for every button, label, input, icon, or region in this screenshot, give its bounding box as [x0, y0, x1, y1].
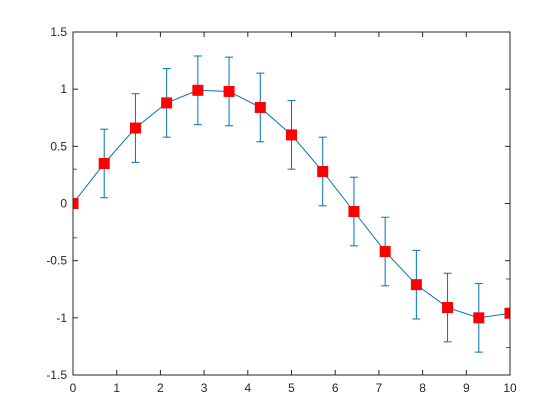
x-tick-label: 10 — [503, 381, 517, 395]
tick-labels: 0 1 2 3 4 5 6 7 8 9 10 1.5 1 0.5 0 -0.5 -1 -1.5 — [46, 25, 517, 395]
error-bar — [73, 168, 77, 239]
data-point-marker — [442, 302, 454, 314]
x-tick-label: 5 — [288, 381, 295, 395]
y-tick-label: -1.5 — [46, 368, 67, 382]
data-point-marker — [473, 312, 485, 324]
data-point-marker — [286, 129, 297, 141]
y-tick-label: -0.5 — [46, 254, 67, 268]
y-tick-label: 0.5 — [50, 139, 67, 153]
axes-background — [73, 32, 510, 375]
x-tick-label: 8 — [419, 381, 426, 395]
x-tick-label: 4 — [244, 381, 251, 395]
data-point-marker — [348, 206, 360, 218]
error-bar — [506, 278, 510, 349]
y-tick-label: 0 — [60, 197, 67, 211]
data-point-marker — [98, 157, 110, 169]
y-tick-label: -1 — [56, 311, 67, 325]
axes-box — [72, 31, 511, 376]
data-point-marker — [161, 97, 173, 109]
x-tick-label: 2 — [157, 381, 164, 395]
x-tick-label: 7 — [376, 381, 383, 395]
y-tick-label: 1.5 — [50, 25, 67, 39]
x-tick-label: 6 — [332, 381, 339, 395]
y-tick-label: 1 — [60, 82, 67, 96]
x-tick-label: 3 — [201, 381, 208, 395]
data-point-marker — [317, 165, 329, 177]
x-tick-label: 0 — [70, 381, 77, 395]
data-point-marker — [379, 246, 391, 258]
data-layer — [73, 55, 510, 353]
data-point-marker — [192, 84, 204, 96]
x-tick-label: 9 — [463, 381, 470, 395]
data-point-marker — [504, 307, 510, 319]
x-tick-label: 1 — [113, 381, 120, 395]
data-point-marker — [73, 198, 79, 209]
data-point-marker — [410, 279, 422, 291]
data-point-marker — [254, 101, 266, 113]
data-point-marker — [223, 85, 235, 97]
data-point-marker — [129, 122, 141, 134]
